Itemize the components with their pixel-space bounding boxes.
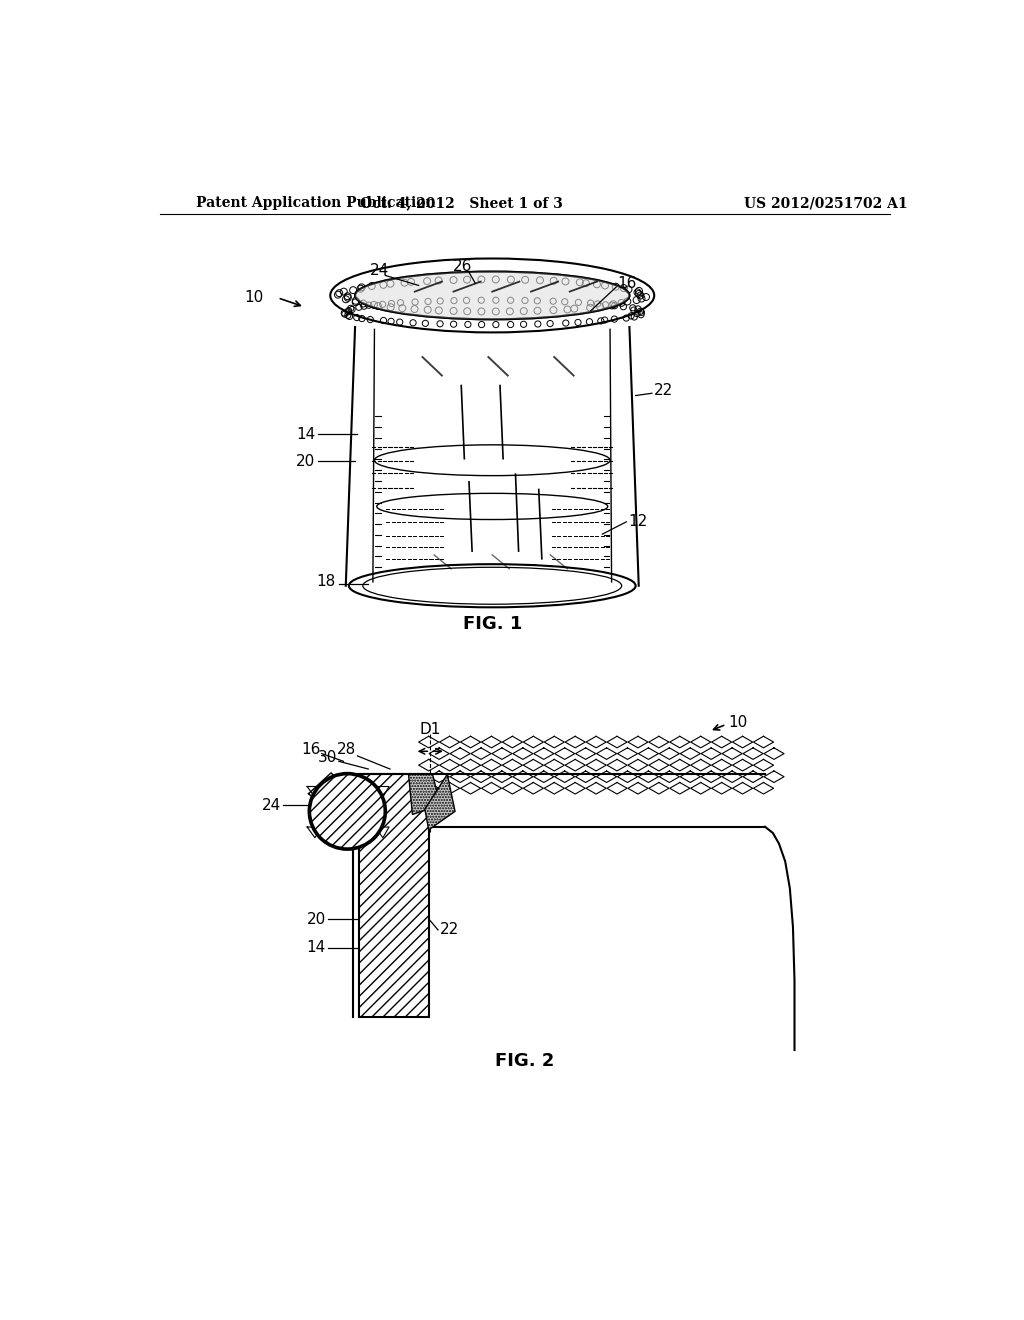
Text: 14: 14 <box>306 940 326 956</box>
Text: FIG. 2: FIG. 2 <box>496 1052 554 1069</box>
Polygon shape <box>425 775 455 830</box>
Text: US 2012/0251702 A1: US 2012/0251702 A1 <box>743 197 907 210</box>
Text: D1: D1 <box>420 722 441 738</box>
Circle shape <box>308 774 386 850</box>
Text: 12: 12 <box>628 515 647 529</box>
Text: 10: 10 <box>245 289 263 305</box>
Text: 30: 30 <box>317 750 337 766</box>
Text: 20: 20 <box>296 454 315 469</box>
Text: 22: 22 <box>439 923 459 937</box>
Text: Oct. 4, 2012   Sheet 1 of 3: Oct. 4, 2012 Sheet 1 of 3 <box>359 197 562 210</box>
Text: 28: 28 <box>337 742 356 758</box>
Text: 24: 24 <box>371 263 389 277</box>
Text: 14: 14 <box>296 426 315 442</box>
Text: 18: 18 <box>316 574 336 590</box>
Ellipse shape <box>355 272 630 319</box>
Bar <box>359 775 429 1016</box>
Text: 22: 22 <box>653 383 673 399</box>
Text: FIG. 1: FIG. 1 <box>463 615 522 634</box>
Text: 10: 10 <box>729 714 748 730</box>
Text: 26: 26 <box>453 260 472 275</box>
Polygon shape <box>409 775 440 814</box>
Text: 24: 24 <box>262 797 282 813</box>
Text: 20: 20 <box>306 912 326 927</box>
Text: 16: 16 <box>301 742 321 758</box>
Text: Patent Application Publication: Patent Application Publication <box>197 197 436 210</box>
Text: 16: 16 <box>617 276 637 290</box>
